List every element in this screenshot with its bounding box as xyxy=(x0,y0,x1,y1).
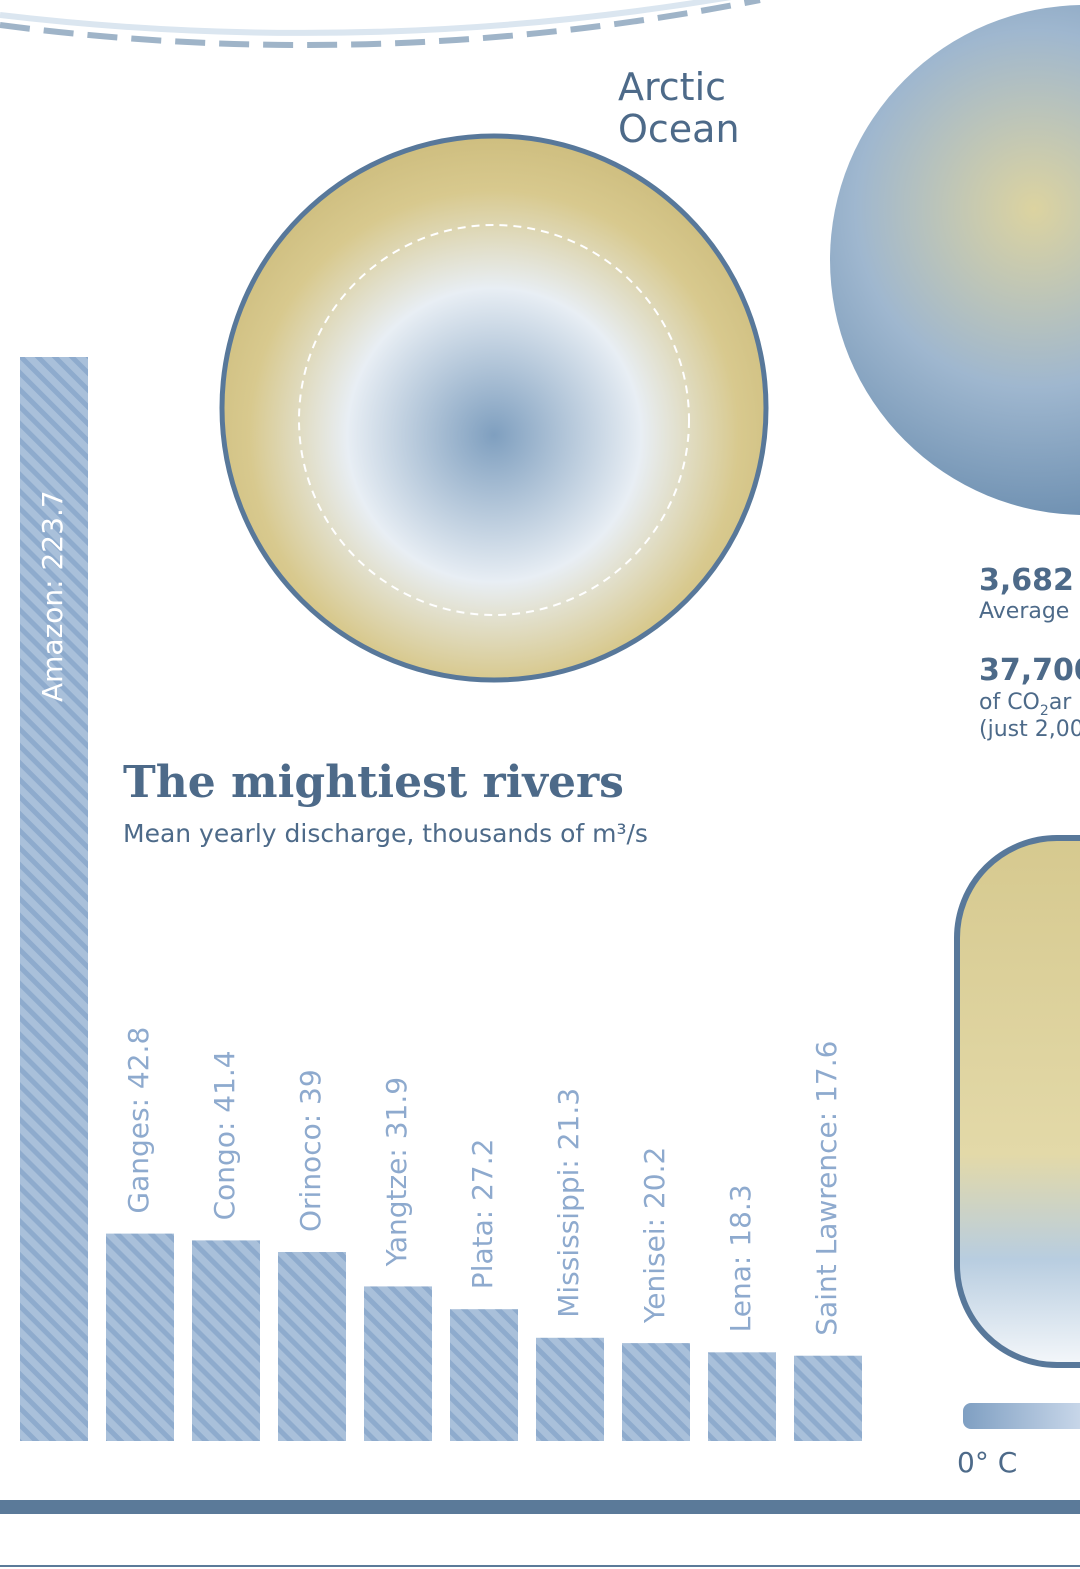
bar xyxy=(536,1337,604,1441)
chart-subtitle: Mean yearly discharge, thousands of m³/s xyxy=(123,819,648,848)
footer-band xyxy=(0,1500,1080,1514)
stat-value: 37,700 xyxy=(979,653,1080,688)
arctic-circle xyxy=(298,224,690,616)
value-label: Lena: 18.3 xyxy=(724,1184,757,1332)
bar xyxy=(794,1355,862,1441)
top-arc xyxy=(0,0,732,36)
stat-value: 3,682 r xyxy=(979,563,1080,598)
value-label: Mississippi: 21.3 xyxy=(552,1088,585,1318)
bar xyxy=(708,1352,776,1441)
value-label: Yenisei: 20.2 xyxy=(638,1147,671,1324)
ocean-label: Arctic xyxy=(618,65,726,109)
stat-caption: Average xyxy=(979,599,1069,624)
value-label: Plata: 27.2 xyxy=(466,1139,499,1290)
bar xyxy=(106,1233,174,1441)
bar xyxy=(192,1240,260,1441)
value-label: Amazon: 223.7 xyxy=(36,490,69,702)
stat-caption: (just 2,00 xyxy=(979,717,1080,742)
top-arc xyxy=(0,0,761,48)
globe xyxy=(830,5,1080,515)
value-label: Orinoco: 39 xyxy=(294,1069,327,1232)
value-label: Yangtze: 31.9 xyxy=(380,1077,413,1268)
world-map xyxy=(954,835,1080,1368)
ocean-label: Ocean xyxy=(618,107,740,151)
chart-title: The mightiest rivers xyxy=(123,757,624,808)
value-label: Congo: 41.4 xyxy=(208,1050,241,1220)
bar xyxy=(20,357,88,1441)
bar xyxy=(278,1252,346,1441)
stat-caption: of CO2ar xyxy=(979,690,1072,719)
bar xyxy=(450,1309,518,1441)
temperature-scale xyxy=(963,1403,1080,1429)
bar xyxy=(364,1286,432,1441)
footer-line xyxy=(0,1565,1080,1567)
bar xyxy=(622,1343,690,1441)
scale-label: 0° C xyxy=(957,1446,1017,1479)
arctic-globe xyxy=(219,133,769,683)
value-label: Ganges: 42.8 xyxy=(122,1027,155,1214)
value-label: Saint Lawrence: 17.6 xyxy=(810,1041,843,1336)
